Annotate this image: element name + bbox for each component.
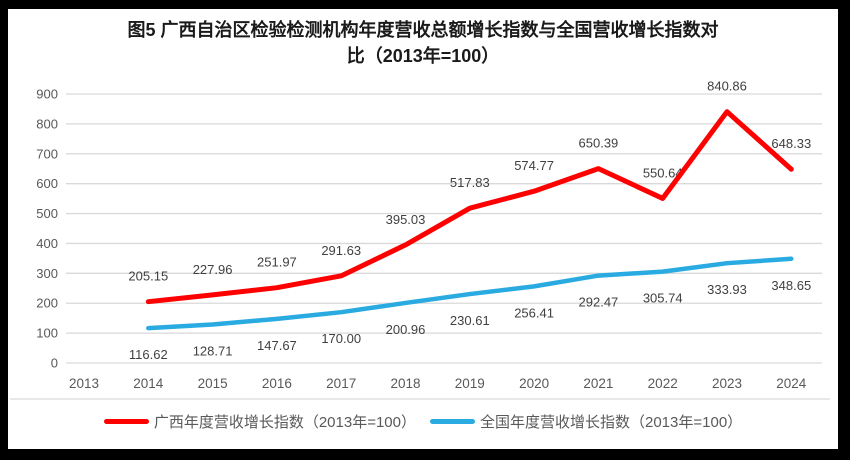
- legend-item-national: 全国年度营收增长指数（2013年=100）: [430, 411, 742, 432]
- svg-text:500: 500: [36, 206, 58, 221]
- svg-text:2014: 2014: [133, 376, 164, 391]
- svg-text:550.64: 550.64: [643, 165, 683, 180]
- svg-text:800: 800: [36, 116, 58, 131]
- svg-text:2016: 2016: [262, 376, 292, 391]
- svg-text:517.83: 517.83: [450, 175, 490, 190]
- chart-legend: 广西年度营收增长指数（2013年=100） 全国年度营收增长指数（2013年=1…: [8, 411, 838, 432]
- svg-text:147.67: 147.67: [257, 338, 297, 353]
- chart-title-line1: 图5 广西自治区检验检测机构年度营收总额增长指数与全国营收增长指数对: [127, 20, 719, 40]
- svg-text:292.47: 292.47: [579, 295, 619, 310]
- svg-text:2013: 2013: [69, 376, 99, 391]
- chart-title-line2: 比（2013年=100）: [346, 46, 500, 67]
- svg-text:900: 900: [36, 87, 58, 102]
- svg-text:600: 600: [36, 176, 58, 191]
- svg-text:230.61: 230.61: [450, 313, 490, 328]
- legend-label-guangxi: 广西年度营收增长指数（2013年=100）: [153, 414, 416, 431]
- svg-text:100: 100: [36, 326, 58, 341]
- svg-text:200: 200: [36, 296, 58, 311]
- svg-text:170.00: 170.00: [321, 331, 361, 346]
- legend-item-guangxi: 广西年度营收增长指数（2013年=100）: [103, 411, 416, 432]
- svg-text:648.33: 648.33: [771, 136, 811, 151]
- svg-text:116.62: 116.62: [129, 347, 168, 362]
- svg-text:128.71: 128.71: [193, 344, 233, 359]
- svg-text:300: 300: [36, 266, 58, 281]
- svg-text:333.93: 333.93: [707, 282, 747, 297]
- svg-text:840.86: 840.86: [707, 79, 747, 94]
- svg-text:205.15: 205.15: [128, 269, 168, 284]
- svg-text:400: 400: [36, 236, 58, 251]
- svg-text:2017: 2017: [326, 376, 356, 391]
- svg-text:200.96: 200.96: [386, 322, 426, 337]
- svg-text:348.65: 348.65: [771, 278, 811, 293]
- svg-text:2022: 2022: [648, 376, 678, 391]
- chart-area: 图5 广西自治区检验检测机构年度营收总额增长指数与全国营收增长指数对 比（201…: [8, 9, 838, 449]
- chart-svg: 0 100 200 300 400 500 600 700 800 900 2013 2014 2015…: [10, 79, 830, 400]
- legend-label-national: 全国年度营收增长指数（2013年=100）: [480, 414, 743, 431]
- svg-text:2018: 2018: [390, 376, 420, 391]
- svg-text:2021: 2021: [583, 376, 613, 391]
- svg-text:395.03: 395.03: [386, 212, 426, 227]
- svg-text:2020: 2020: [519, 376, 549, 391]
- svg-text:227.96: 227.96: [193, 262, 233, 277]
- svg-text:2023: 2023: [712, 376, 742, 391]
- svg-text:256.41: 256.41: [514, 305, 554, 320]
- legend-blue-line-swatch: [430, 419, 475, 424]
- legend-red-line-swatch: [103, 419, 149, 424]
- svg-text:700: 700: [36, 146, 58, 161]
- svg-text:305.74: 305.74: [643, 291, 683, 306]
- svg-text:574.77: 574.77: [514, 158, 554, 173]
- svg-text:0: 0: [51, 356, 58, 371]
- svg-text:2015: 2015: [198, 376, 228, 391]
- svg-text:2024: 2024: [776, 376, 807, 391]
- svg-text:2019: 2019: [455, 376, 485, 391]
- chart-title: 图5 广西自治区检验检测机构年度营收总额增长指数与全国营收增长指数对 比（201…: [8, 17, 838, 69]
- svg-text:251.97: 251.97: [257, 255, 297, 270]
- svg-text:291.63: 291.63: [321, 243, 361, 258]
- svg-text:650.39: 650.39: [579, 136, 619, 151]
